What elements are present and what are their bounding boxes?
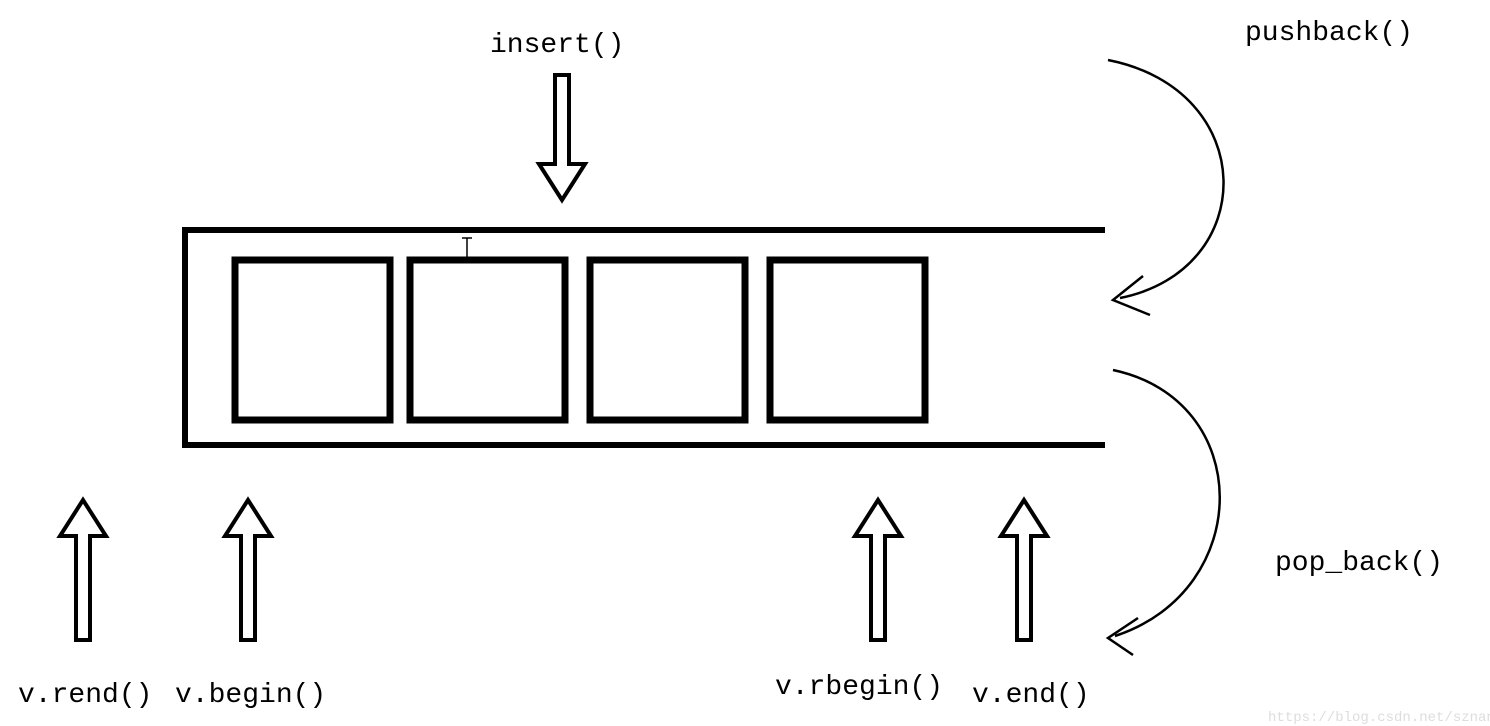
cell-1 <box>410 260 565 420</box>
end-label: v.end() <box>972 680 1090 711</box>
cell-2 <box>590 260 745 420</box>
rend-label: v.rend() <box>18 680 152 711</box>
pushback-curve-arrow-icon <box>1108 60 1224 315</box>
begin-arrow-up-icon <box>225 500 271 640</box>
watermark-text: https://blog.csdn.net/sznan2012 <box>1268 710 1490 726</box>
cell-0 <box>235 260 390 420</box>
popback-curve-arrow-icon <box>1108 370 1220 655</box>
end-arrow-up-icon <box>1001 500 1047 640</box>
rend-arrow-up-icon <box>60 500 106 640</box>
rbegin-arrow-up-icon <box>855 500 901 640</box>
insert-arrow-down-icon <box>539 75 585 200</box>
text-cursor-icon <box>462 238 472 258</box>
vector-diagram <box>0 0 1490 726</box>
insert-label: insert() <box>490 30 624 61</box>
rbegin-label: v.rbegin() <box>775 672 943 703</box>
begin-label: v.begin() <box>175 680 326 711</box>
popback-label: pop_back() <box>1275 548 1443 579</box>
cell-3 <box>770 260 925 420</box>
pushback-label: pushback() <box>1245 18 1413 49</box>
